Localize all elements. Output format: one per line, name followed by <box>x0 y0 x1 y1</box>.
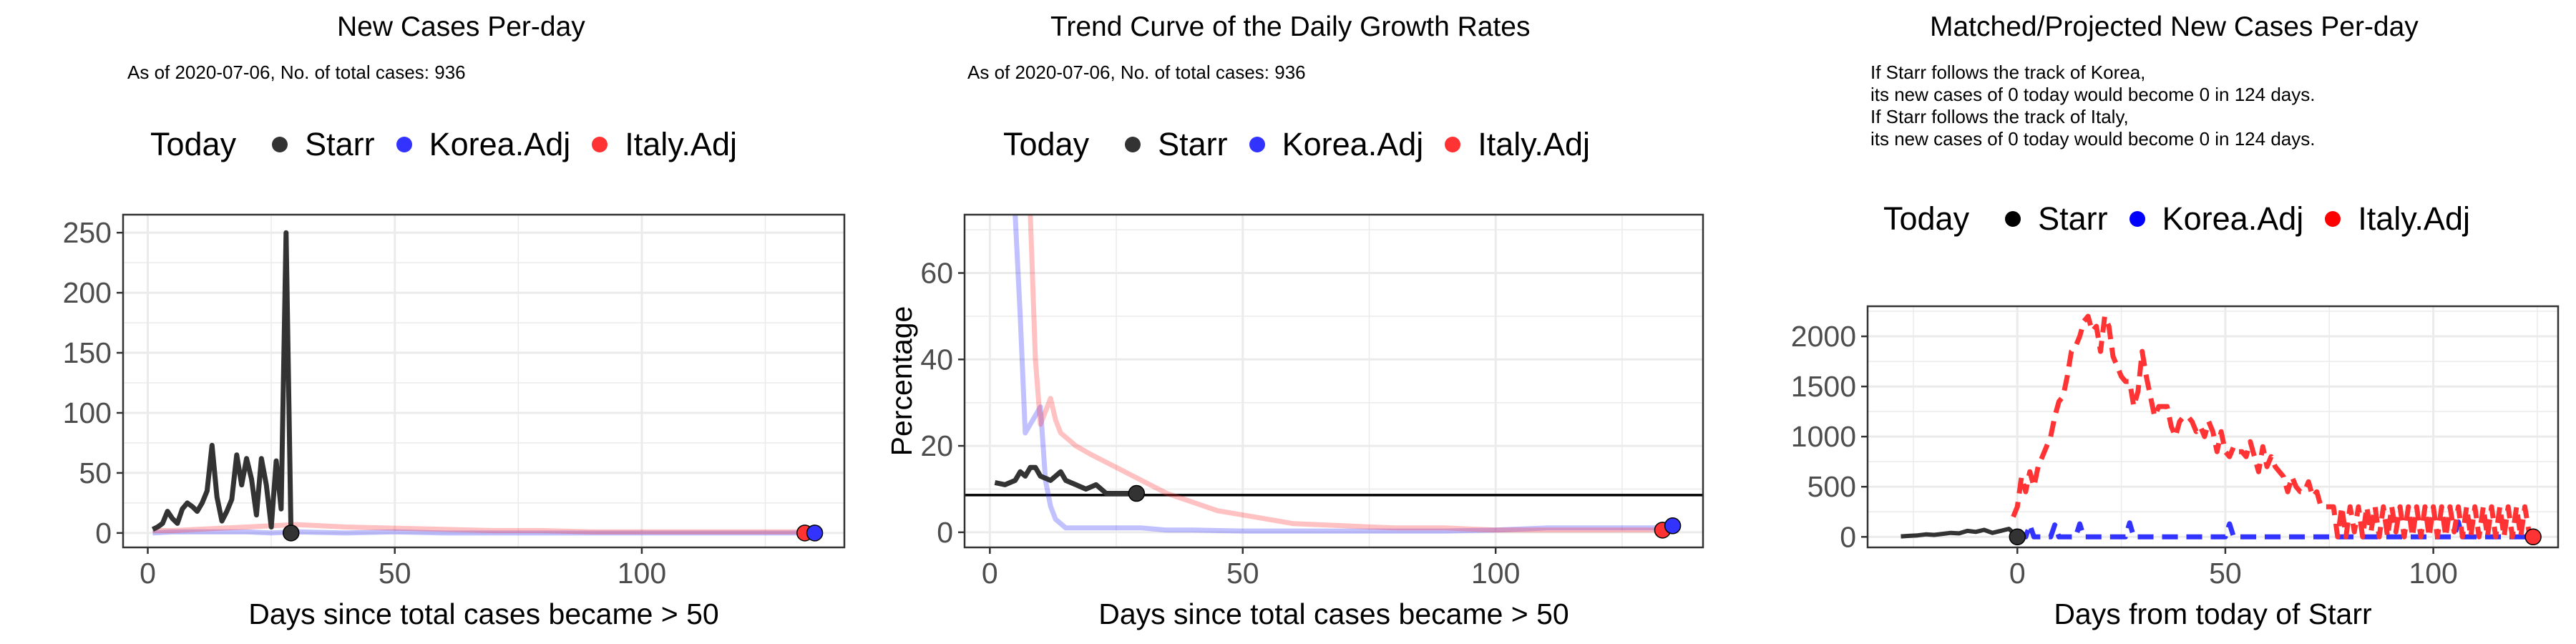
legend-title: Today <box>1883 200 1970 237</box>
chart-subtitle: As of 2020-07-06, No. of total cases: 93… <box>967 62 1306 83</box>
subtitle-line: its new cases of 0 today would become 0 … <box>1870 128 2316 150</box>
x-tick-label: 50 <box>379 557 411 590</box>
legend-label-italy: Italy.Adj <box>625 126 737 162</box>
x-tick-label: 100 <box>2409 557 2457 590</box>
y-tick-label: 200 <box>63 276 112 309</box>
y-axis-title: Percentage <box>885 306 918 457</box>
x-tick-label: 50 <box>1226 557 1259 590</box>
series-line-italy <box>152 522 805 535</box>
subtitle-line: its new cases of 0 today would become 0 … <box>1870 84 2316 105</box>
y-tick-label: 2000 <box>1791 320 1856 353</box>
panel-projected-cases: Matched/Projected New Cases Per-day If S… <box>1717 0 2576 644</box>
y-tick-label: 500 <box>1807 470 1856 503</box>
series-group <box>994 215 1673 534</box>
x-tick-label: 100 <box>618 557 666 590</box>
today-point-korea <box>806 525 824 542</box>
series-line-italy <box>1028 215 1663 533</box>
series-group <box>151 230 815 536</box>
legend-label-italy: Italy.Adj <box>1478 126 1590 162</box>
legend-label-italy: Italy.Adj <box>2358 200 2470 237</box>
plot-border <box>1866 305 2560 549</box>
plot-border <box>963 213 1704 549</box>
legend-label-korea: Korea.Adj <box>1282 126 1424 162</box>
legend-label-starr: Starr <box>2038 200 2108 237</box>
chart-subtitle: As of 2020-07-06, No. of total cases: 93… <box>127 62 466 83</box>
y-tick-label: 0 <box>937 516 953 549</box>
subtitle-line: If Starr follows the track of Korea, <box>1870 62 2146 83</box>
plot-border <box>122 213 846 549</box>
legend-swatch-italy <box>2325 211 2341 227</box>
series-line-italy <box>2011 313 2535 540</box>
chart-plot: 0 50 100 0 20 40 60 Days since total cases beca… <box>885 213 1704 630</box>
legend-title: Today <box>150 126 237 162</box>
gridlines <box>123 215 844 547</box>
today-point-starr <box>282 525 300 542</box>
series-line-korea <box>2017 519 2534 540</box>
legend: Today Starr Korea.Adj Italy.Adj <box>150 126 737 163</box>
chart-title: Trend Curve of the Daily Growth Rates <box>1050 11 1531 42</box>
y-tick-label: 0 <box>1840 520 1856 553</box>
y-tick-label: 1500 <box>1791 370 1856 403</box>
legend-swatch-starr <box>1125 137 1141 152</box>
chart-title: Matched/Projected New Cases Per-day <box>1930 11 2419 42</box>
today-point-starr <box>2009 528 2026 546</box>
legend-label-korea: Korea.Adj <box>2162 200 2304 237</box>
today-point-korea <box>1664 517 1682 535</box>
y-tick-label: 150 <box>63 336 112 369</box>
today-point-italy <box>2524 528 2542 546</box>
x-axis-title: Days since total cases became > 50 <box>248 597 718 630</box>
today-point-starr <box>1128 484 1146 502</box>
legend-title: Today <box>1003 126 1090 162</box>
y-tick-label: 1000 <box>1791 420 1856 453</box>
y-tick-label: 50 <box>79 457 112 489</box>
legend-swatch-italy <box>1445 137 1461 152</box>
x-tick-label: 50 <box>2209 557 2242 590</box>
legend-swatch-korea <box>396 137 412 152</box>
chart-title: New Cases Per-day <box>337 11 585 42</box>
x-axis-title: Days from today of Starr <box>2054 597 2371 630</box>
chart-plot: 0 50 100 0 50 100 150 200 250 Days since total ca… <box>63 213 846 630</box>
x-tick-label: 0 <box>140 557 156 590</box>
gridlines <box>965 215 1703 547</box>
chart-subtitle: If Starr follows the track of Korea, its… <box>1870 62 2315 150</box>
series-line-korea <box>152 529 815 536</box>
x-tick-label: 0 <box>2009 557 2026 590</box>
x-axis-title: Days since total cases became > 50 <box>1098 597 1568 630</box>
legend-swatch-starr <box>2005 211 2021 227</box>
y-tick-label: 0 <box>95 517 112 550</box>
panel-growth-rates: Trend Curve of the Daily Growth Rates As… <box>859 0 1717 644</box>
y-tick-label: 20 <box>920 429 953 462</box>
y-tick-label: 100 <box>63 396 112 429</box>
legend-swatch-starr <box>272 137 288 152</box>
legend-label-korea: Korea.Adj <box>429 126 571 162</box>
legend-swatch-korea <box>1249 137 1265 152</box>
x-tick-label: 100 <box>1471 557 1520 590</box>
panel-new-cases: New Cases Per-day As of 2020-07-06, No. … <box>0 0 859 644</box>
y-tick-label: 40 <box>920 343 953 376</box>
x-tick-label: 0 <box>982 557 998 590</box>
series-line-starr <box>151 230 294 533</box>
series-line-korea <box>1013 215 1673 534</box>
series-line-starr <box>1901 527 2019 539</box>
y-tick-label: 250 <box>63 216 112 249</box>
subtitle-line: If Starr follows the track of Italy, <box>1870 106 2129 127</box>
legend: Today Starr Korea.Adj Italy.Adj <box>1003 126 1590 163</box>
y-tick-label: 60 <box>920 257 953 290</box>
legend-swatch-italy <box>592 137 608 152</box>
series-line-starr <box>994 464 1137 496</box>
legend: Today Starr Korea.Adj Italy.Adj <box>1883 200 2470 238</box>
legend-swatch-korea <box>2129 211 2145 227</box>
legend-label-starr: Starr <box>1158 126 1228 162</box>
legend-label-starr: Starr <box>305 126 375 162</box>
series-group <box>1901 313 2535 540</box>
